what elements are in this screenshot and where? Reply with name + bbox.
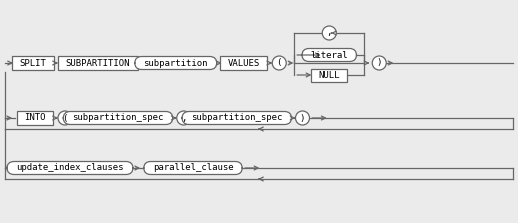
Text: (: ( — [277, 58, 282, 68]
FancyBboxPatch shape — [182, 112, 292, 124]
Text: subpartition_spec: subpartition_spec — [73, 114, 164, 122]
FancyBboxPatch shape — [12, 56, 54, 70]
Text: NULL: NULL — [319, 70, 340, 80]
Ellipse shape — [372, 56, 386, 70]
Text: VALUES: VALUES — [227, 58, 260, 68]
Text: SUBPARTITION: SUBPARTITION — [65, 58, 130, 68]
Text: parallel_clause: parallel_clause — [153, 163, 233, 173]
Text: ): ) — [377, 58, 382, 68]
FancyBboxPatch shape — [57, 56, 138, 70]
FancyBboxPatch shape — [144, 161, 242, 175]
FancyBboxPatch shape — [7, 161, 133, 175]
Ellipse shape — [295, 111, 309, 125]
Text: SPLIT: SPLIT — [20, 58, 47, 68]
Ellipse shape — [272, 56, 286, 70]
FancyBboxPatch shape — [220, 56, 267, 70]
Text: subpartition_spec: subpartition_spec — [191, 114, 282, 122]
FancyBboxPatch shape — [311, 68, 347, 81]
Text: ,: , — [326, 29, 332, 37]
Text: subpartition: subpartition — [143, 58, 208, 68]
FancyBboxPatch shape — [17, 111, 53, 125]
Text: INTO: INTO — [24, 114, 46, 122]
Text: (: ( — [62, 114, 68, 122]
Ellipse shape — [177, 111, 191, 125]
Text: ,: , — [181, 114, 186, 122]
Text: update_index_clauses: update_index_clauses — [16, 163, 124, 173]
Ellipse shape — [58, 111, 72, 125]
FancyBboxPatch shape — [63, 112, 172, 124]
Text: literal: literal — [310, 50, 348, 60]
Ellipse shape — [322, 26, 336, 40]
FancyBboxPatch shape — [135, 56, 217, 70]
FancyBboxPatch shape — [302, 48, 356, 62]
Text: ): ) — [300, 114, 305, 122]
